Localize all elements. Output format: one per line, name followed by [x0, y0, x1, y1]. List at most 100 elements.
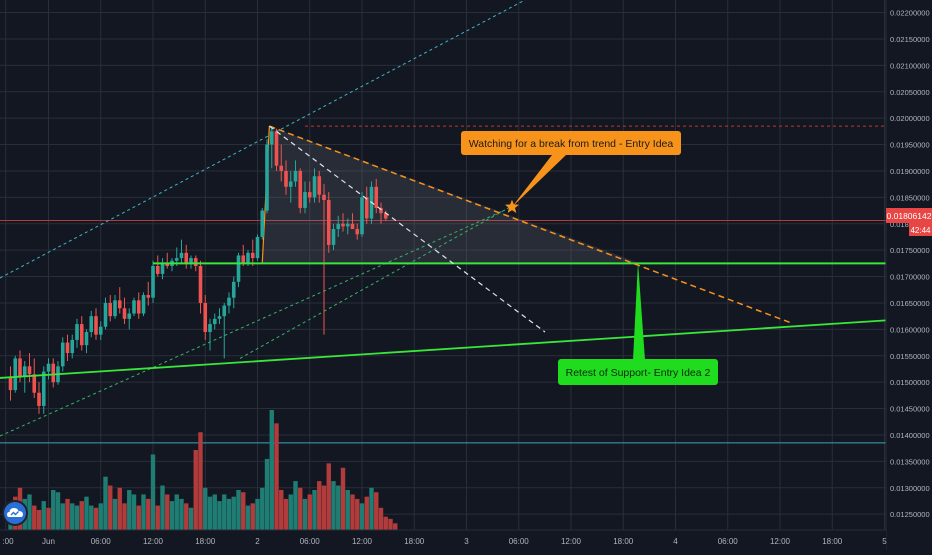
- candle-body: [108, 302, 113, 317]
- breakout-star-icon[interactable]: [504, 199, 520, 213]
- volume-bar: [74, 505, 80, 530]
- volume-bar: [264, 458, 270, 530]
- time-tick-label: 12:00: [561, 537, 582, 546]
- price-tick-label: 0.01550000: [890, 352, 930, 361]
- candle-body: [117, 300, 122, 309]
- callout-break-trend[interactable]: Watching for a break from trend - Entry …: [461, 131, 681, 207]
- volume-bar: [89, 505, 94, 530]
- candle-body: [222, 305, 227, 317]
- time-tick-label: 06:00: [91, 537, 112, 546]
- price-tick-label: 0.01250000: [890, 510, 930, 519]
- volume-bar: [198, 432, 203, 530]
- volume-bar: [250, 503, 255, 530]
- volume-bar: [374, 492, 379, 530]
- candle-body: [46, 363, 51, 372]
- volume-bar: [27, 494, 32, 530]
- price-tick-label: 0.01850000: [890, 193, 930, 202]
- candle-body: [374, 186, 379, 208]
- support-trendline-rising[interactable]: [0, 319, 887, 379]
- price-axis[interactable]: 0.02200000 0.02150000 0.02100000 0.02050000…: [890, 9, 930, 520]
- volume-bar: [103, 476, 108, 530]
- time-axis[interactable]: :00 Jun 06:00 12:00 18:00 2 06:00 12:00 18:00 3 06…: [2, 537, 887, 546]
- volume-bar: [245, 505, 251, 530]
- volume-bar: [293, 481, 298, 530]
- candle-body: [208, 324, 212, 332]
- tradingview-logo-icon[interactable]: [4, 502, 26, 524]
- volume-bar: [260, 487, 265, 530]
- price-tick-label: 0.01700000: [890, 273, 930, 282]
- volume-bar: [288, 494, 293, 530]
- callout-retest-support[interactable]: Retest of Support- Entry Idea 2: [558, 262, 718, 385]
- volume-bar: [32, 505, 37, 530]
- time-tick-label: 18:00: [195, 537, 216, 546]
- volume-bar: [79, 501, 84, 530]
- time-tick-label: :00: [2, 537, 14, 546]
- candle-body: [189, 258, 193, 264]
- candlesticks: [8, 126, 388, 414]
- time-axis-panel[interactable]: [0, 530, 886, 550]
- price-tick-label: 0.02000000: [890, 114, 930, 123]
- price-axis-panel[interactable]: [886, 0, 932, 550]
- volume-bar: [255, 498, 260, 530]
- price-tick-label: 0.01750000: [890, 246, 930, 255]
- time-tick-label: 12:00: [770, 537, 791, 546]
- volume-bar: [188, 507, 194, 530]
- candle-body: [122, 308, 127, 319]
- time-tick-label: 12:00: [143, 537, 164, 546]
- volume-bar: [193, 450, 198, 530]
- volume-bar: [160, 485, 165, 530]
- volume-bar: [112, 498, 118, 530]
- candle-body: [179, 252, 184, 259]
- volume-bar: [136, 505, 141, 530]
- volume-bar: [212, 494, 217, 530]
- volume-bar: [141, 494, 146, 530]
- callout-break-box: [461, 131, 681, 155]
- candle-body: [155, 266, 160, 274]
- volume-bar: [383, 516, 388, 530]
- volume-bar: [165, 494, 170, 530]
- volume-bar: [231, 496, 236, 530]
- candle-body: [236, 255, 241, 282]
- volume-bar: [46, 507, 51, 530]
- descending-trendline[interactable]: [269, 125, 791, 324]
- volume-bar: [241, 492, 246, 530]
- volume-bars: [8, 410, 398, 530]
- time-tick-label: Jun: [42, 537, 55, 546]
- projection-line[interactable]: [269, 125, 546, 333]
- candle-body: [60, 342, 65, 367]
- candle-body: [13, 358, 18, 391]
- candle-body: [160, 263, 165, 274]
- volume-bar: [222, 494, 227, 530]
- candle-body: [288, 181, 293, 187]
- candle-body: [293, 170, 298, 182]
- candle-body: [355, 229, 360, 235]
- price-tick-label: 0.02050000: [890, 88, 930, 97]
- candle-body: [307, 192, 312, 198]
- volume-bar: [350, 494, 355, 530]
- time-tick-label: 4: [673, 537, 678, 546]
- candle-body: [37, 392, 41, 406]
- volume-bar: [226, 498, 232, 530]
- candle-body: [51, 363, 56, 383]
- candle-body: [364, 197, 369, 219]
- price-tick-label: 0.02200000: [890, 9, 930, 18]
- candle-body: [350, 223, 355, 230]
- channel-lower-line[interactable]: [0, 209, 506, 437]
- volume-bar: [117, 487, 122, 530]
- price-tick-label: 0.02100000: [890, 61, 930, 70]
- bar-countdown-label: 42:44: [910, 226, 931, 235]
- volume-bar: [51, 490, 56, 530]
- grid: [0, 0, 886, 530]
- horizontal-lines: [0, 125, 886, 444]
- trend-lines[interactable]: [0, 125, 887, 379]
- candle-body: [89, 316, 94, 332]
- candle-body: [198, 266, 203, 303]
- time-tick-label: 3: [464, 537, 469, 546]
- candle-body: [151, 266, 155, 298]
- price-tick-label: 0.01400000: [890, 431, 930, 440]
- volume-bar: [393, 523, 398, 530]
- volume-bar: [146, 498, 151, 530]
- volume-bar: [345, 490, 350, 530]
